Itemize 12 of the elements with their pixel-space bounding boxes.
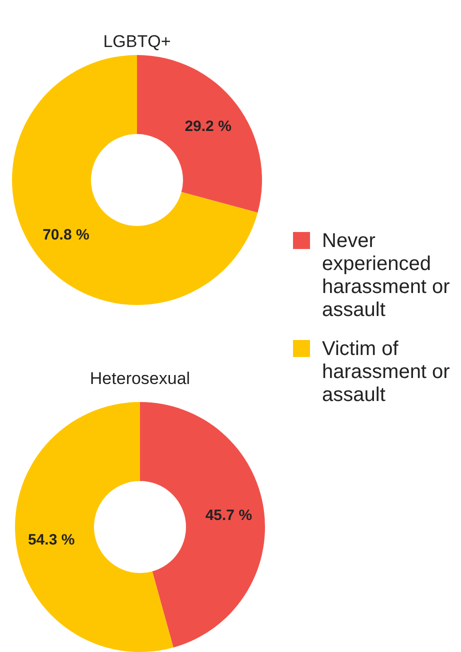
data-label: 29.2 % [184, 118, 232, 135]
data-label: 70.8 % [42, 226, 90, 244]
donut-slice [12, 55, 258, 305]
legend-label: Victim of harassment or assault [322, 338, 450, 406]
donut-slice [15, 402, 174, 652]
data-label: 54.3 % [28, 531, 75, 548]
legend-label: Never experienced harassment or assault [322, 230, 450, 321]
donut-slice [137, 55, 262, 213]
donut-slice [140, 402, 265, 648]
chart-title: Heterosexual [90, 369, 190, 388]
chart-title: LGBTQ+ [103, 32, 171, 51]
data-label: 45.7 % [205, 507, 252, 524]
